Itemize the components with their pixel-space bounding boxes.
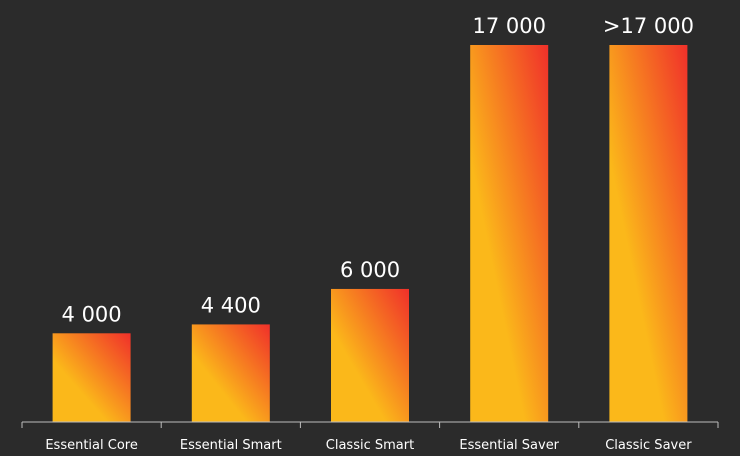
- bars-group: [52, 45, 688, 422]
- x-tick-label: Essential Core: [45, 438, 138, 453]
- x-tick-label: Essential Smart: [180, 438, 282, 453]
- data-labels-group: 4 000 Essential Core 4 400 Essential Smart 6…: [45, 14, 694, 453]
- bar-classic-smart: [331, 288, 409, 422]
- x-tick-label: Essential Saver: [459, 438, 559, 453]
- x-axis: [21, 421, 719, 428]
- x-tick-label: Classic Saver: [605, 438, 692, 453]
- data-label: 4 400: [201, 293, 261, 317]
- data-label: 4 000: [62, 302, 122, 326]
- data-label: >17 000: [603, 14, 694, 38]
- data-label: 17 000: [472, 14, 545, 38]
- bar-classic-saver: [609, 45, 688, 422]
- bar-essential-smart: [191, 324, 270, 422]
- bar-essential-saver: [470, 45, 549, 422]
- bar-essential-core: [52, 333, 131, 422]
- x-tick-label: Classic Smart: [326, 438, 414, 453]
- data-label: 6 000: [340, 258, 400, 282]
